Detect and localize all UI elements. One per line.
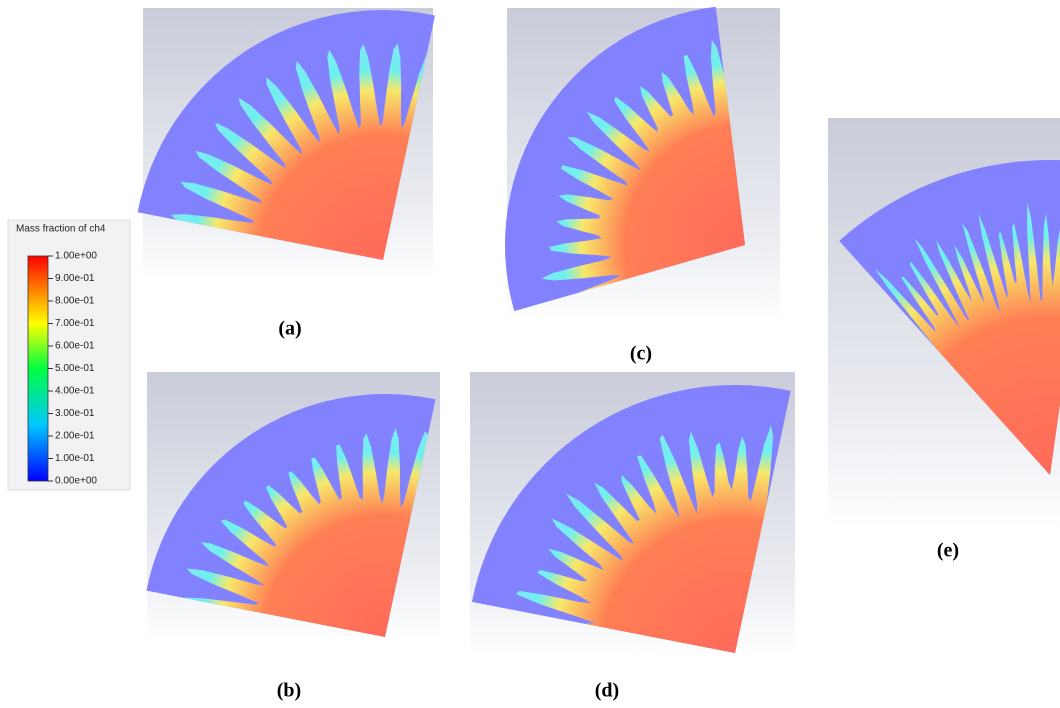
panel-label: (d) bbox=[595, 680, 619, 702]
colorbar-tick-label: 5.00e-01 bbox=[55, 363, 95, 374]
colorbar-tick-label: 1.00e-01 bbox=[55, 453, 95, 464]
colorbar-tick-label: 2.00e-01 bbox=[55, 431, 95, 442]
panel-label: (b) bbox=[277, 680, 301, 702]
colorbar-title: Mass fraction of ch4 bbox=[16, 224, 106, 235]
colorbar-tick-label: 3.00e-01 bbox=[55, 408, 95, 419]
colorbar-scale bbox=[28, 256, 48, 481]
panel-label: (c) bbox=[630, 343, 652, 365]
colorbar: Mass fraction of ch4 1.00e+00 9.00e-01 8.0… bbox=[8, 220, 130, 490]
panel-label: (e) bbox=[937, 540, 959, 562]
colorbar-tick-label: 7.00e-01 bbox=[55, 318, 95, 329]
contour-panels bbox=[138, 7, 1060, 655]
colorbar-tick-label: 1.00e+00 bbox=[55, 251, 97, 262]
figure: Mass fraction of ch4 1.00e+00 9.00e-01 8.0… bbox=[0, 0, 1060, 708]
colorbar-tick-label: 9.00e-01 bbox=[55, 273, 95, 284]
panel-label: (a) bbox=[278, 318, 301, 340]
colorbar-tick-label: 0.00e+00 bbox=[55, 476, 97, 487]
colorbar-tick-label: 6.00e-01 bbox=[55, 341, 95, 352]
colorbar-tick-label: 8.00e-01 bbox=[55, 296, 95, 307]
colorbar-tick-label: 4.00e-01 bbox=[55, 386, 95, 397]
